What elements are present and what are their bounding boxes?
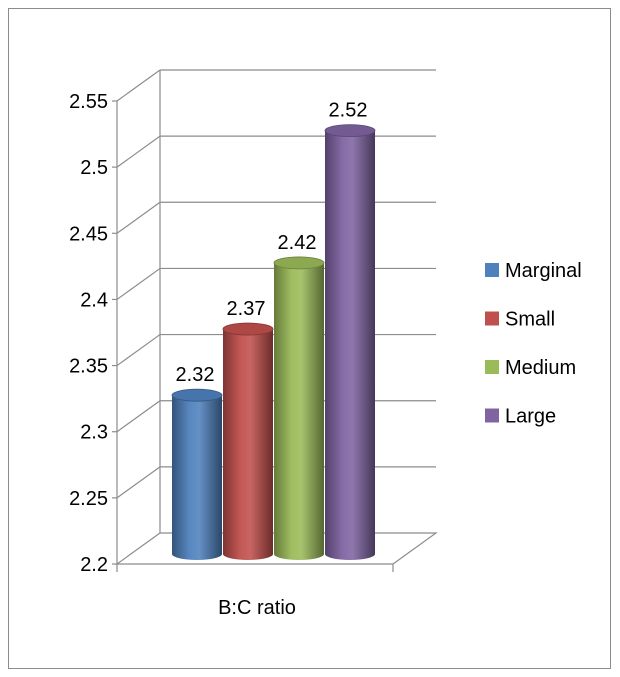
x-category-label: B:C ratio — [218, 597, 296, 619]
bar-body — [274, 262, 324, 560]
legend-label: Medium — [505, 357, 576, 379]
bar-small — [222, 322, 274, 560]
bar-medium — [273, 256, 325, 560]
gridline-diagonal — [116, 466, 161, 499]
gridline-diagonal — [116, 201, 161, 234]
gridline-diagonal — [116, 400, 161, 433]
legend-swatch — [485, 408, 499, 423]
gridline-diagonal — [116, 135, 161, 168]
y-tick-label: 2.55 — [69, 91, 108, 113]
bar-marginal — [171, 388, 223, 560]
gridline-diagonal — [116, 267, 161, 300]
floor-plane — [115, 532, 438, 565]
bar-top — [273, 256, 325, 270]
gridline-diagonal — [116, 69, 161, 102]
legend-swatch — [485, 311, 499, 326]
legend-label: Large — [505, 406, 556, 428]
data-label: 2.42 — [278, 232, 317, 254]
y-tick-label: 2.3 — [80, 422, 108, 444]
y-tick-label: 2.5 — [80, 157, 108, 179]
y-tick-label: 2.4 — [80, 289, 108, 311]
y-tick-label: 2.2 — [80, 554, 108, 576]
data-label: 2.52 — [329, 100, 368, 122]
y-tick-label: 2.45 — [69, 223, 108, 245]
bar-top — [324, 124, 376, 138]
bar-top — [222, 322, 274, 336]
bar-large — [324, 124, 376, 560]
data-label: 2.37 — [227, 298, 266, 320]
data-label: 2.32 — [176, 364, 215, 386]
legend-swatch — [485, 263, 499, 277]
bar-top — [171, 388, 223, 402]
legend-label: Small — [505, 309, 555, 331]
bar-body — [325, 130, 375, 560]
y-tick-label: 2.25 — [69, 488, 108, 510]
legend-label: Marginal — [505, 260, 582, 282]
bar-body — [223, 329, 273, 560]
bar-body — [172, 395, 222, 560]
y-tick-label: 2.35 — [69, 356, 108, 378]
gridline-diagonal — [116, 334, 161, 367]
legend-swatch — [485, 360, 499, 374]
